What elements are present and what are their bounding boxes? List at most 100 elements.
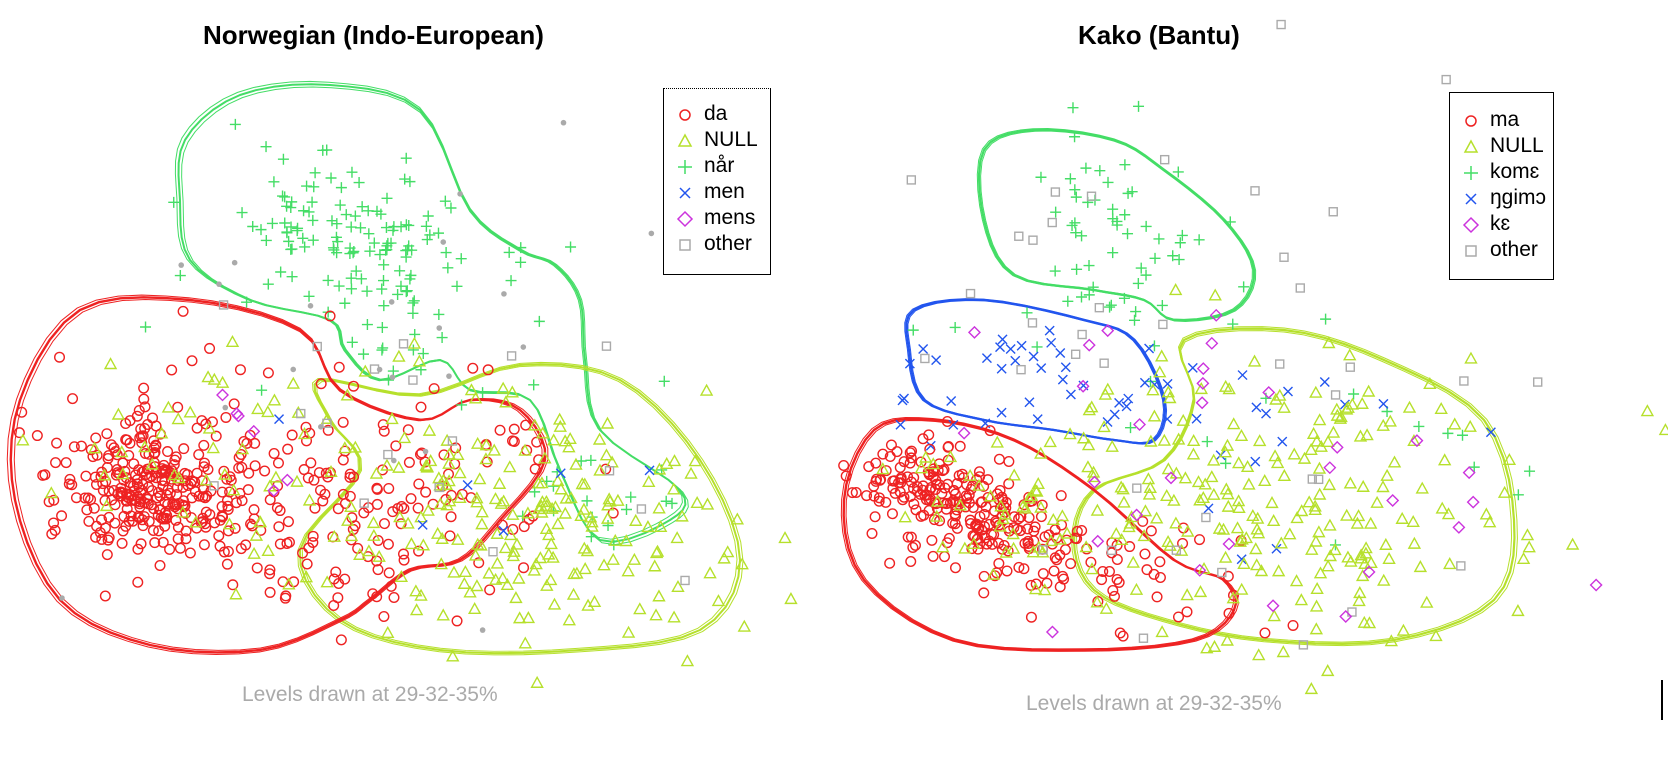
- legend-item: ŋgimɔ: [1450, 185, 1553, 211]
- point-triangle: [1435, 501, 1449, 514]
- point-triangle: [1142, 487, 1157, 500]
- point-triangle: [1304, 682, 1319, 695]
- point-circle: [85, 494, 97, 506]
- point-circle: [302, 472, 314, 484]
- point-triangle: [1344, 554, 1358, 567]
- point-plus: [256, 384, 268, 396]
- point-triangle: [1343, 348, 1357, 361]
- point-triangle: [1163, 391, 1177, 404]
- point-plus: [303, 206, 315, 218]
- point-triangle: [358, 364, 372, 377]
- point-plus: [1167, 250, 1179, 262]
- point-square: [1276, 19, 1286, 30]
- point-square: [1275, 359, 1285, 369]
- point-circle: [344, 471, 356, 483]
- point-triangle: [1090, 595, 1104, 608]
- point-triangle: [1235, 532, 1249, 545]
- point-square: [383, 449, 393, 460]
- point-circle: [136, 484, 148, 496]
- point-triangle: [652, 501, 666, 514]
- point-circle: [133, 404, 145, 416]
- point-circle: [172, 521, 184, 533]
- point-triangle: [1219, 482, 1234, 495]
- point-dot: [290, 366, 297, 373]
- point-circle: [420, 486, 432, 498]
- point-circle: [531, 436, 543, 448]
- legend-item: other: [664, 231, 770, 257]
- point-triangle: [103, 357, 118, 370]
- point-triangle: [261, 544, 275, 557]
- point-circle: [101, 428, 113, 440]
- point-square: [1347, 607, 1357, 617]
- point-circle: [1111, 554, 1123, 566]
- point-cross: [996, 407, 1007, 418]
- point-plus: [1104, 301, 1116, 313]
- point-circle: [249, 460, 261, 472]
- point-triangle: [650, 544, 665, 557]
- point-circle: [236, 495, 248, 507]
- point-triangle: [507, 544, 521, 557]
- point-circle: [280, 590, 292, 602]
- point-triangle: [1312, 413, 1327, 426]
- point-triangle: [606, 552, 620, 565]
- point-plus: [528, 379, 540, 391]
- point-plus: [355, 222, 367, 234]
- point-circle: [415, 401, 427, 413]
- point-circle: [233, 451, 245, 463]
- point-plus: [309, 167, 321, 179]
- point-circle: [1059, 544, 1071, 556]
- point-circle: [124, 477, 136, 489]
- point-cross: [1237, 370, 1248, 381]
- point-triangle: [562, 440, 576, 453]
- point-circle: [1103, 565, 1115, 577]
- point-triangle: [914, 461, 929, 474]
- point-circle: [108, 442, 120, 454]
- legend-label: da: [704, 102, 728, 125]
- point-triangle: [1309, 534, 1323, 547]
- point-diamond: [267, 484, 281, 498]
- point-triangle: [986, 567, 1000, 580]
- point-circle: [159, 520, 171, 532]
- point-circle: [56, 510, 68, 522]
- legend-label: other: [1490, 238, 1538, 261]
- point-diamond: [1330, 440, 1344, 454]
- point-triangle: [1297, 451, 1312, 464]
- point-circle: [337, 454, 349, 466]
- point-circle: [68, 441, 80, 453]
- point-triangle: [372, 549, 386, 562]
- point-plus: [1220, 457, 1232, 469]
- point-triangle: [327, 529, 342, 542]
- point-plus: [1070, 227, 1082, 239]
- point-plus: [356, 201, 368, 213]
- point-circle: [428, 383, 440, 395]
- point-plus: [660, 495, 672, 507]
- point-circle: [274, 505, 286, 517]
- point-circle: [230, 497, 242, 509]
- point-circle: [395, 518, 407, 530]
- point-circle: [180, 533, 192, 545]
- point-circle: [390, 440, 402, 452]
- point-triangle: [1377, 573, 1391, 586]
- point-plus: [432, 227, 444, 239]
- point-triangle: [435, 531, 449, 544]
- point-plus: [404, 273, 416, 285]
- point-triangle: [569, 457, 583, 470]
- point-circle: [971, 518, 983, 530]
- point-circle: [50, 457, 62, 469]
- point-triangle: [286, 376, 300, 389]
- point-plus: [1105, 299, 1117, 311]
- point-plus: [1135, 262, 1147, 274]
- point-circle: [248, 504, 260, 516]
- point-circle: [150, 420, 162, 432]
- point-plus: [1140, 269, 1152, 281]
- point-circle: [305, 457, 317, 469]
- point-triangle: [958, 541, 972, 554]
- point-plus: [407, 307, 419, 319]
- point-triangle: [1161, 462, 1176, 475]
- point-triangle: [496, 381, 510, 394]
- point-circle: [301, 435, 313, 447]
- point-circle: [144, 471, 156, 483]
- point-triangle: [1079, 540, 1093, 553]
- point-circle: [1194, 534, 1206, 546]
- point-triangle: [1441, 507, 1456, 520]
